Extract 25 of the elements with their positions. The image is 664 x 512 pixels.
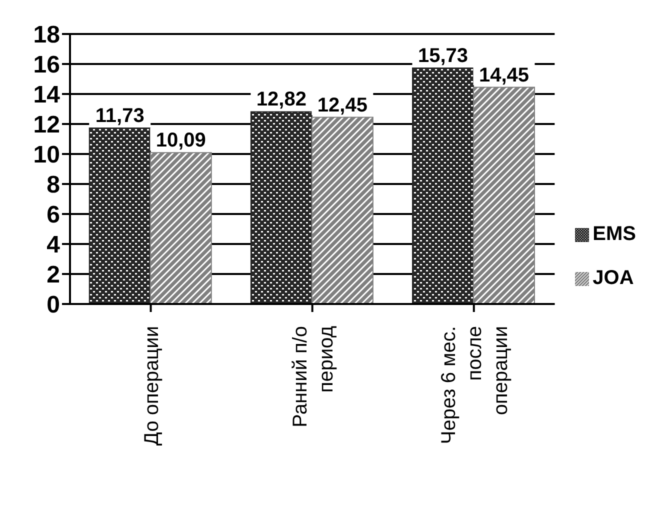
bar [88,128,151,304]
data-label: 15,73 [418,45,468,68]
x-tick-label: Ранний п/о период [289,326,338,428]
y-tick-label: 0 [46,292,60,319]
y-tick-label: 10 [33,142,60,169]
x-tick-label: До операции [140,326,163,446]
y-tick-label: 16 [33,52,60,79]
y-tick-label: 2 [46,262,60,289]
y-tick-label: 8 [46,172,60,199]
data-label: 12,82 [256,88,306,111]
bar [150,152,212,304]
legend-label: EMS [592,223,636,245]
x-tick-label: Через 6 мес. после операции [438,326,512,444]
y-tick-label: 14 [33,82,61,109]
y-tick-label: 18 [33,22,60,49]
y-tick-label: 12 [33,112,60,139]
data-label: 11,73 [95,105,144,128]
bar [250,111,312,304]
bar [412,68,474,304]
data-label: 10,09 [156,130,206,152]
y-tick-label: 6 [46,202,60,229]
data-label: 12,45 [317,94,368,116]
legend-label: JOA [592,267,634,289]
data-label: 14,45 [478,64,530,86]
y-tick-label: 4 [46,232,61,259]
